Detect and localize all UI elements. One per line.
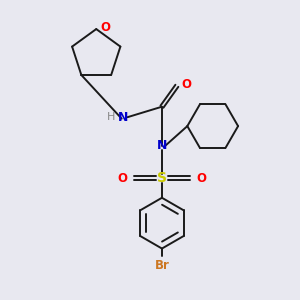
Text: Br: Br xyxy=(154,259,169,272)
Text: O: O xyxy=(101,21,111,34)
Text: S: S xyxy=(157,171,167,185)
Text: O: O xyxy=(118,172,128,185)
Text: O: O xyxy=(196,172,206,185)
Text: H: H xyxy=(107,112,116,122)
Text: O: O xyxy=(182,78,191,91)
Text: N: N xyxy=(157,139,167,152)
Text: N: N xyxy=(118,111,128,124)
